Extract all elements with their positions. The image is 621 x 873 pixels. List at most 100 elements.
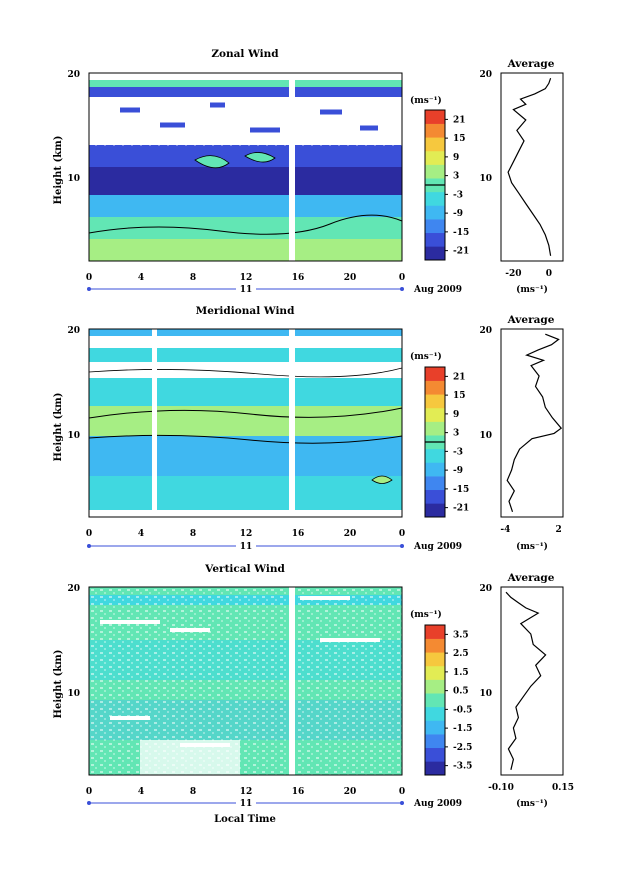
colorbar-label: 3 [453,429,459,439]
y-tick-label: 10 [67,174,80,184]
colorbar-swatch [425,720,445,735]
panel-title: Zonal Wind [211,48,279,60]
profile-line [507,78,552,256]
average-profile: Average 20 10 -0.10 0.15 (ms⁻¹) [479,572,573,809]
colorbar-swatch [425,761,445,776]
x-tick-label: 0 [86,273,92,283]
colorbar-swatch [425,232,445,247]
colorbar-label: -9 [453,209,463,219]
profile-x-label: (ms⁻¹) [516,798,548,809]
profile-x-label: (ms⁻¹) [516,284,548,295]
profile-y-tick: 20 [479,326,492,336]
colorbar-label: -15 [453,228,469,238]
colorbar: (ms⁻¹) 21 15 9 3 -3 -9 -15 -21 [410,95,469,261]
colorbar-swatch [425,652,445,667]
colorbar-label: 3 [453,172,459,182]
x-tick-label: 0 [399,787,405,797]
colorbar-label: 15 [453,391,466,401]
x-tick-label: 16 [292,273,305,283]
colorbar-swatch [425,462,445,477]
colorbar-label: -15 [453,485,469,495]
y-axis-label: Height (km) [53,136,64,205]
x-tick-label: 8 [190,529,196,539]
x-tick-label: 8 [190,273,196,283]
colorbar-swatch [425,747,445,762]
y-tick-label: 10 [67,431,80,441]
x-tick-label: 0 [86,787,92,797]
panel-title: Meridional Wind [196,305,295,317]
x-tick-label: 4 [138,787,144,797]
profile-x-tick: -20 [505,269,521,279]
colorbar-unit: (ms⁻¹) [410,95,442,106]
profile-line [505,591,547,770]
colorbar-label: 2.5 [453,649,469,659]
profile-y-tick: 10 [479,689,492,699]
colorbar-label: -9 [453,466,463,476]
panel-zonal: Zonal Wind Height (km) 20 10 0 4 8 [53,48,564,295]
colorbar-label: -3.5 [453,762,472,772]
profile-title: Average [507,572,555,584]
colorbar-swatch [425,665,445,680]
x-tick-label: 12 [240,529,253,539]
colorbar-unit: (ms⁻¹) [410,609,442,620]
x-tick-label: 12 [240,787,253,797]
profile-x-label: (ms⁻¹) [516,541,548,552]
date-day: 11 [240,542,253,552]
colorbar-label: 9 [453,153,459,163]
profile-title: Average [507,314,555,326]
x-tick-label: 0 [86,529,92,539]
x-tick-label: 0 [399,273,405,283]
heatmap-field [88,586,403,776]
colorbar-swatch [425,407,445,422]
colorbar-swatch [425,638,445,653]
y-ticks: 20 10 [67,326,80,441]
colorbar-label: 21 [453,372,466,382]
colorbar-swatch [425,380,445,395]
colorbar-swatch [425,448,445,463]
profile-x-tick: 0 [546,269,552,279]
y-tick-label: 20 [67,326,80,336]
x-tick-label: 20 [344,273,357,283]
colorbar-frame [424,624,446,776]
colorbar-swatch [425,706,445,721]
colorbar-swatch [425,219,445,234]
profile-x-tick: -4 [500,525,510,535]
date-day: 11 [240,799,253,809]
panel-title: Vertical Wind [204,563,285,575]
y-ticks: 20 10 [67,584,80,699]
colorbar-label: -3 [453,190,463,200]
colorbar-label: 9 [453,410,459,420]
colorbar-label: -2.5 [453,743,472,753]
colorbar-swatch [425,164,445,179]
x-tick-label: 0 [399,529,405,539]
x-ticks: 0 4 8 12 16 20 0 [86,529,405,539]
y-ticks: 20 10 [67,70,80,184]
x-tick-label: 16 [292,787,305,797]
y-tick-label: 20 [67,70,80,80]
colorbar-swatch [425,246,445,261]
profile-title: Average [507,58,555,70]
date-bar: 11 Aug 2009 [87,541,462,552]
average-profile: Average 20 10 -20 0 (ms⁻¹) [479,58,564,295]
colorbar-label: -21 [453,247,469,257]
date-bar: 11 Aug 2009 Local Time [87,798,462,825]
colorbar-swatch [425,476,445,491]
colorbar-unit: (ms⁻¹) [410,351,442,362]
colorbar-swatch [425,503,445,518]
date-label: Aug 2009 [413,799,462,809]
colorbar-swatch [425,110,445,124]
average-profile: Average 20 10 -4 2 (ms⁻¹) [479,314,564,552]
colorbar-swatch [425,421,445,436]
colorbar-label: 15 [453,134,466,144]
x-tick-label: 20 [344,787,357,797]
profile-y-tick: 20 [479,70,492,80]
x-tick-label: 4 [138,273,144,283]
x-tick-label: 8 [190,787,196,797]
colorbar-swatch [425,394,445,409]
date-label: Aug 2009 [413,285,462,295]
profile-y-tick: 10 [479,174,492,184]
colorbar-label: 3.5 [453,630,469,640]
colorbar-swatch [425,693,445,708]
profile-x-tick: 0.15 [552,783,574,793]
x-axis-label: Local Time [214,814,276,825]
